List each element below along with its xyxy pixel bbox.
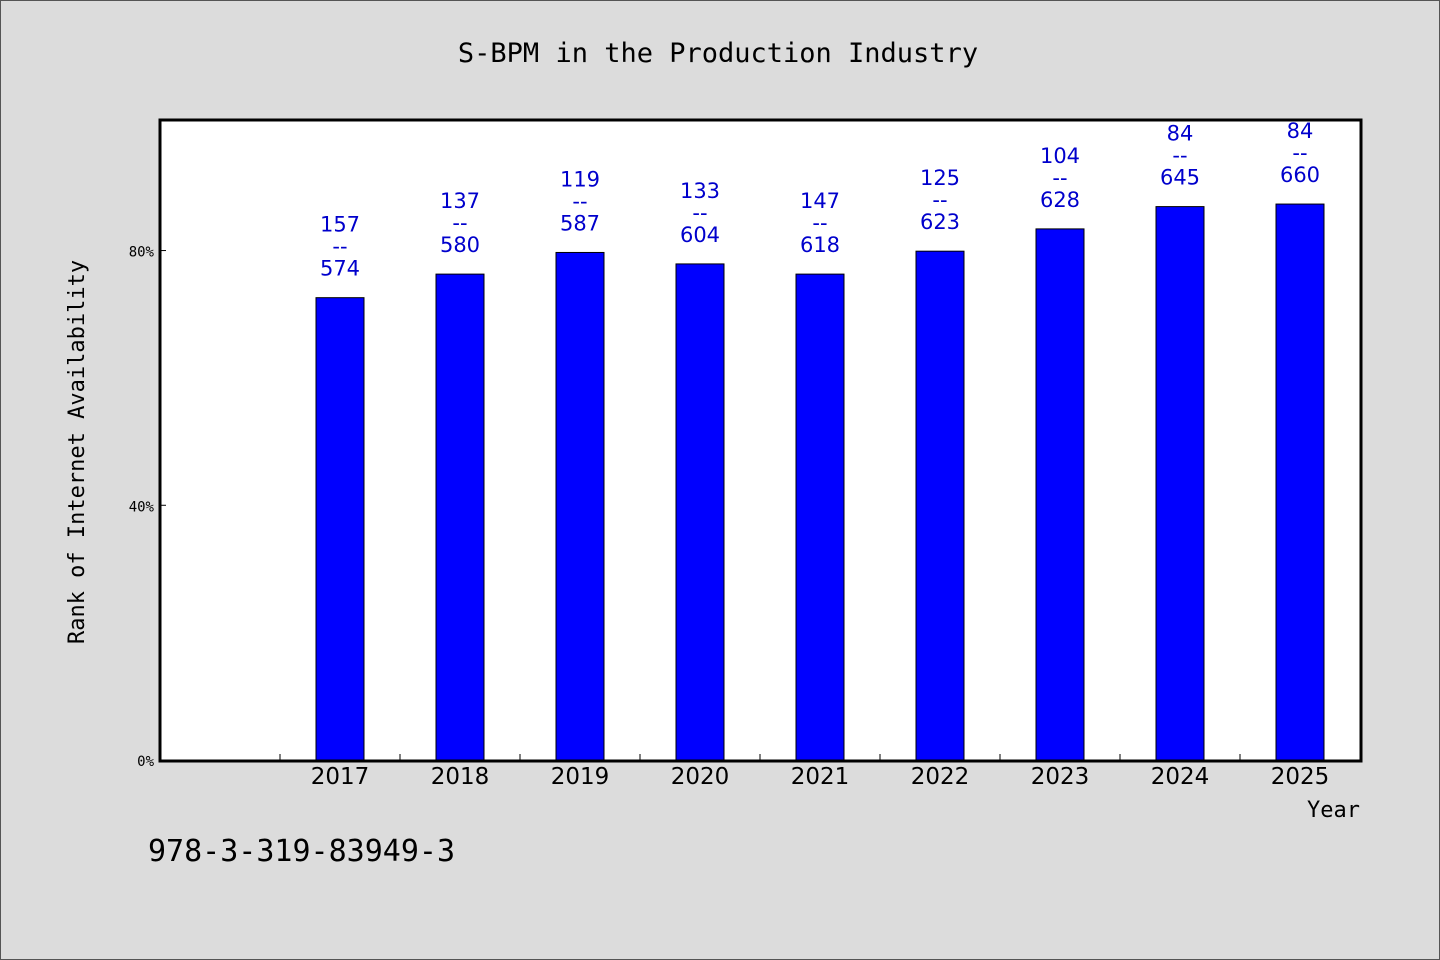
x-tick-label: 2019 [551, 764, 610, 790]
y-tick-label: 80% [129, 245, 155, 261]
bar-2023 [1035, 228, 1085, 761]
x-tick-label: 2025 [1271, 764, 1330, 790]
bar-label-bottom: 618 [800, 233, 840, 257]
bar-label-top: 119 [560, 167, 600, 191]
x-tick-label: 2018 [431, 764, 490, 790]
bar-label-separator: -- [452, 211, 467, 235]
bar-label-top: 147 [800, 189, 840, 213]
bar-label-bottom: 623 [920, 210, 960, 234]
bar-label-separator: -- [1052, 166, 1067, 190]
bar-2024 [1155, 206, 1205, 761]
bar-label-top: 137 [440, 189, 480, 213]
x-tick-label: 2021 [791, 764, 850, 790]
x-tick-label: 2020 [671, 764, 730, 790]
bar-label-bottom: 628 [1040, 188, 1080, 212]
bar-label-top: 84 [1287, 119, 1314, 143]
chart-title: S-BPM in the Production Industry [458, 38, 978, 69]
bars-layer: 157--574137--580119--587133--604147--618… [315, 119, 1325, 761]
x-tick-label: 2023 [1031, 764, 1090, 790]
bar-label-separator: -- [932, 188, 947, 212]
bar-2022 [915, 250, 965, 761]
bar-label-separator: -- [332, 235, 347, 259]
bar-2021 [795, 273, 845, 761]
x-tick-label: 2024 [1151, 764, 1210, 790]
bar-label-top: 84 [1167, 122, 1194, 146]
bar-2020 [675, 263, 725, 761]
bar-2019 [555, 251, 605, 761]
bar-label-bottom: 580 [440, 233, 480, 257]
bar-label-top: 133 [680, 179, 720, 203]
bar-label-top: 104 [1040, 144, 1080, 168]
y-axis-label: Rank of Internet Availability [65, 260, 90, 644]
x-tick-label: 2022 [911, 764, 970, 790]
bar-label-bottom: 574 [320, 257, 360, 281]
bar-label-separator: -- [572, 189, 587, 213]
x-tick-label: 2017 [311, 764, 370, 790]
bar-label-separator: -- [692, 201, 707, 225]
bar-label-separator: -- [1172, 144, 1187, 168]
bar-label-bottom: 660 [1280, 163, 1320, 187]
bar-2018 [435, 273, 485, 761]
x-axis-label: Year [1307, 798, 1360, 823]
bar-2017 [315, 297, 365, 761]
ticks-layer: 0% 40% 80% 2017 2018 2019 2020 2021 2022 2023 2024… [129, 245, 1330, 790]
bar-label-bottom: 604 [680, 223, 720, 247]
isbn-code: 978-3-319-83949-3 [148, 834, 456, 869]
y-tick-label: 0% [137, 754, 154, 770]
bar-label-bottom: 645 [1160, 166, 1200, 190]
bar-label-top: 157 [320, 213, 360, 237]
y-tick-label: 40% [129, 499, 155, 515]
bar-label-separator: -- [1292, 141, 1307, 165]
bar-label-separator: -- [812, 211, 827, 235]
bar-2025 [1275, 203, 1325, 761]
bar-label-top: 125 [920, 166, 960, 190]
bar-label-bottom: 587 [560, 211, 600, 235]
